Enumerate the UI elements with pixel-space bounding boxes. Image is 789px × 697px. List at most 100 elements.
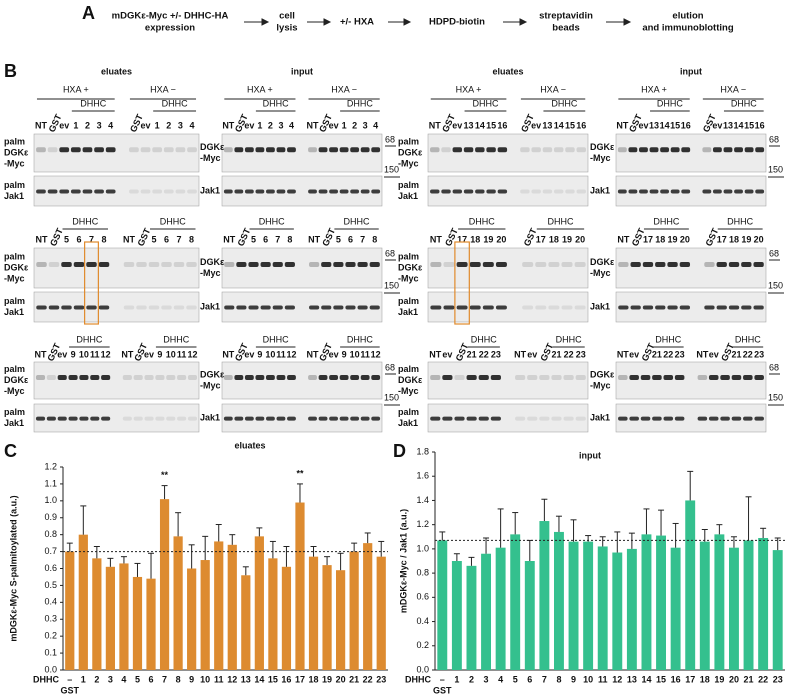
lane-label: 11: [177, 349, 187, 359]
x-tick-label: 17: [295, 674, 305, 684]
band: [720, 374, 730, 380]
band: [618, 416, 628, 421]
workflow-step: beads: [552, 23, 579, 34]
band: [728, 305, 740, 310]
band: [329, 416, 338, 421]
lane-label: 11: [90, 349, 100, 359]
band: [527, 374, 538, 380]
blot-row-label: DGKε: [4, 262, 29, 272]
band: [430, 305, 442, 310]
band: [652, 374, 662, 380]
band: [618, 305, 629, 310]
band: [234, 189, 244, 194]
lane-label: ev: [629, 349, 639, 359]
band: [244, 374, 254, 380]
lane-label: ev: [57, 349, 67, 359]
band: [321, 262, 332, 267]
band: [454, 374, 465, 380]
hxa-label: HXA −: [720, 84, 746, 94]
x-tick-label: 13: [627, 674, 637, 684]
band: [539, 374, 550, 380]
band: [272, 305, 283, 310]
band: [248, 305, 259, 310]
band: [59, 189, 70, 194]
column-title: eluates: [101, 66, 132, 76]
x-tick-label: 1: [454, 674, 459, 684]
x-tick-label: 7: [542, 674, 547, 684]
blot-row-label: DGKε: [398, 262, 423, 272]
bar: [336, 570, 346, 670]
bar: [268, 558, 278, 670]
lane-label: NT: [429, 120, 441, 130]
lane-label: ev: [59, 120, 69, 130]
bar: [495, 547, 506, 670]
x-tick-label: 11: [214, 674, 224, 684]
lane-label: 2: [268, 120, 273, 130]
lane-label: ev: [709, 349, 719, 359]
bar: [376, 556, 386, 670]
lane-label: ev: [141, 120, 151, 130]
lane-label: ev: [452, 120, 462, 130]
band: [712, 147, 722, 153]
band: [466, 416, 477, 421]
lane-label: 2: [352, 120, 357, 130]
lane-label: 22: [663, 349, 673, 359]
lane-label: 6: [76, 234, 81, 244]
dhhc-label: DHHC: [163, 334, 189, 344]
lane-label: 6: [263, 234, 268, 244]
band: [652, 416, 662, 421]
lane-label: 10: [265, 349, 275, 359]
band: [716, 305, 727, 310]
band: [702, 147, 712, 153]
band: [617, 147, 627, 153]
band: [755, 189, 765, 194]
band: [360, 147, 370, 153]
blot-row-label: Jak1: [398, 191, 418, 201]
band: [371, 416, 381, 421]
band: [140, 147, 151, 153]
y-tick-label: 1.1: [44, 478, 57, 488]
band: [704, 262, 715, 267]
x-tick-label: 20: [729, 674, 739, 684]
band: [266, 147, 275, 153]
lane-label: 18: [729, 234, 739, 244]
workflow-step: +/- HXA: [340, 17, 374, 28]
band: [86, 305, 97, 310]
lane-label: 23: [491, 349, 501, 359]
blot-row-label: DGKε: [590, 257, 615, 267]
mw-marker: 150: [768, 280, 783, 290]
lane-label: NT: [616, 120, 628, 130]
bar: [583, 541, 594, 670]
lane-label: 21: [467, 349, 477, 359]
significance: **: [296, 468, 304, 478]
band: [234, 147, 244, 153]
lane-label: NT: [307, 349, 319, 359]
lane-label: 5: [336, 234, 341, 244]
bar: [132, 576, 143, 670]
lane-label: ev: [531, 120, 541, 130]
band: [46, 374, 56, 380]
x-tick-label: 6: [149, 674, 154, 684]
band: [287, 374, 296, 380]
band: [287, 147, 296, 153]
blot: [615, 247, 767, 289]
band: [248, 262, 259, 267]
blot-row-label: palm: [4, 296, 25, 306]
band: [68, 374, 78, 380]
band: [670, 147, 680, 153]
x-tick-label: 21: [349, 674, 359, 684]
band: [223, 416, 233, 421]
blot-row-label: DGKε: [590, 369, 615, 379]
x-tick-label: 9: [571, 674, 576, 684]
mw-marker: 68: [385, 248, 395, 258]
band: [36, 305, 47, 310]
y-tick-label: 0.3: [44, 614, 57, 624]
band: [520, 147, 530, 153]
band: [469, 305, 481, 310]
lane-label: NT: [308, 234, 320, 244]
band: [497, 147, 508, 153]
lane-label: 19: [668, 234, 678, 244]
band: [482, 262, 494, 267]
band: [553, 147, 564, 153]
band: [667, 305, 678, 310]
